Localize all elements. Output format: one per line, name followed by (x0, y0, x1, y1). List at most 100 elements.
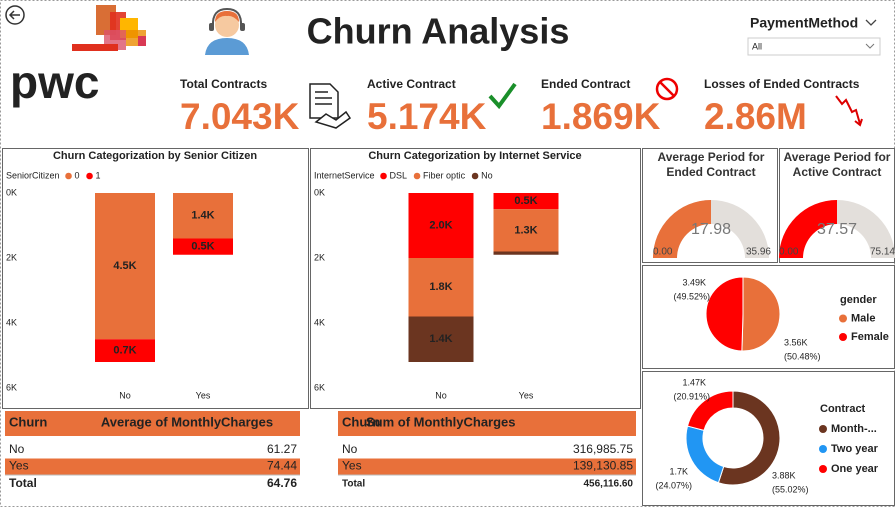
y-tick-label: 4K (314, 317, 325, 327)
data-label: 1.4K (429, 333, 452, 345)
pie-slice (705, 276, 744, 352)
kpi-value: 5.174K (367, 96, 487, 137)
donut-slice (686, 390, 734, 431)
donut-slice (717, 390, 781, 486)
y-tick-label: 2K (314, 252, 325, 262)
legend-dot (65, 172, 72, 180)
percent-label: (49.52%) (673, 291, 710, 301)
data-label: 0.7K (113, 345, 136, 357)
x-tick-label: No (119, 390, 131, 400)
data-label: 0.5K (514, 195, 537, 207)
data-label: 4.5K (113, 260, 136, 272)
check-icon (488, 82, 517, 110)
slicer-label: PaymentMethod (750, 15, 858, 31)
bar-segment (408, 316, 474, 362)
legend-label: Male (851, 312, 875, 324)
y-tick-label: 0K (6, 187, 17, 197)
legend-title: InternetService (314, 170, 375, 180)
bar-segment (493, 251, 559, 255)
legend-label: One year (831, 463, 879, 475)
logo-text: pwc (10, 56, 99, 108)
bar-segment (95, 193, 155, 340)
kpi-value: 2.86M (704, 96, 807, 137)
x-tick-label: Yes (196, 390, 211, 400)
legend-dot (839, 333, 847, 341)
table-cell: No (9, 442, 25, 456)
legend-label: No (481, 170, 493, 180)
table-cell: 74.44 (267, 459, 297, 473)
bar-segment (173, 238, 233, 255)
slicer-value: All (752, 41, 762, 51)
chart-title: Churn Categorization by Senior Citizen (53, 150, 257, 162)
table-header: Sum of MonthlyCharges (366, 414, 516, 429)
table-header-bg (338, 411, 636, 436)
gauge-title: Average Period for Ended Contract (657, 150, 765, 179)
data-label: 3.49K (682, 277, 706, 287)
percent-label: (55.02%) (772, 484, 809, 494)
table-cell: 61.27 (267, 442, 297, 456)
y-tick-label: 4K (6, 317, 17, 327)
slicer-dropdown[interactable] (747, 37, 881, 56)
legend-label: DSL (390, 170, 408, 180)
gauge-min: 0.00 (779, 247, 799, 258)
dashboard-title: Churn Analysis (307, 11, 570, 52)
back-button[interactable] (5, 5, 25, 25)
data-label: 2.0K (429, 219, 452, 231)
gauge-value-label: 17.98 (691, 221, 731, 238)
data-label: 1.4K (191, 210, 214, 222)
kpi-label: Ended Contract (541, 77, 630, 91)
slicer-chevron[interactable] (865, 19, 877, 26)
data-label: 0.5K (191, 241, 214, 253)
data-label: 1.7K (669, 466, 688, 476)
table-header: Average of MonthlyCharges (101, 414, 273, 429)
bar-segment (493, 193, 559, 210)
table-total: 456,116.60 (584, 479, 634, 490)
legend-dot (380, 172, 387, 180)
kpi-value: 1.869K (541, 96, 661, 137)
y-tick-label: 0K (314, 187, 325, 197)
panel-frames (2, 148, 895, 506)
contract-icon (309, 83, 352, 129)
kpi-value: 7.043K (180, 96, 300, 137)
percent-label: (20.91%) (673, 391, 710, 401)
bar-segment (408, 258, 474, 317)
legend-title: gender (840, 294, 877, 306)
pie-slice (741, 276, 781, 352)
table-header: Churn (9, 414, 47, 429)
gauge-title: Average Period for Active Contract (783, 150, 891, 179)
data-label: 1.8K (429, 281, 452, 293)
gauge-value-label: 37.57 (817, 221, 857, 238)
gauge-min: 0.00 (653, 247, 673, 258)
table-header: Churn (342, 414, 380, 429)
bar-segment (95, 339, 155, 362)
gauge-value (653, 200, 711, 258)
table-cell: 139,130.85 (573, 459, 633, 473)
agent-icon (205, 7, 249, 55)
data-label: 3.56K (784, 337, 808, 347)
legend-title: SeniorCitizen (6, 170, 60, 180)
legend-dot (839, 314, 847, 323)
gauge-value (779, 200, 837, 258)
legend-label: Fiber optic (423, 170, 466, 180)
x-tick-label: No (435, 390, 447, 400)
bar-segment (173, 193, 233, 239)
table-cell: 316,985.75 (573, 442, 633, 456)
kpi-label: Active Contract (367, 77, 456, 91)
kpi-label: Losses of Ended Contracts (704, 77, 860, 91)
legend-label: Two year (831, 443, 879, 455)
kpi-label: Total Contracts (180, 77, 267, 91)
table-total: 64.76 (267, 476, 297, 490)
legend-label: 1 (96, 170, 101, 180)
legend-label: Month-... (831, 423, 877, 435)
legend-dot (819, 425, 827, 433)
loss-icon (835, 95, 863, 127)
x-tick-label: Yes (519, 390, 534, 400)
gauge-max: 35.96 (746, 247, 771, 258)
percent-label: (24.07%) (655, 480, 692, 490)
table-total: Total (342, 479, 365, 490)
legend-dot (819, 445, 827, 453)
y-tick-label: 2K (6, 252, 17, 262)
data-label: 1.47K (682, 377, 706, 387)
